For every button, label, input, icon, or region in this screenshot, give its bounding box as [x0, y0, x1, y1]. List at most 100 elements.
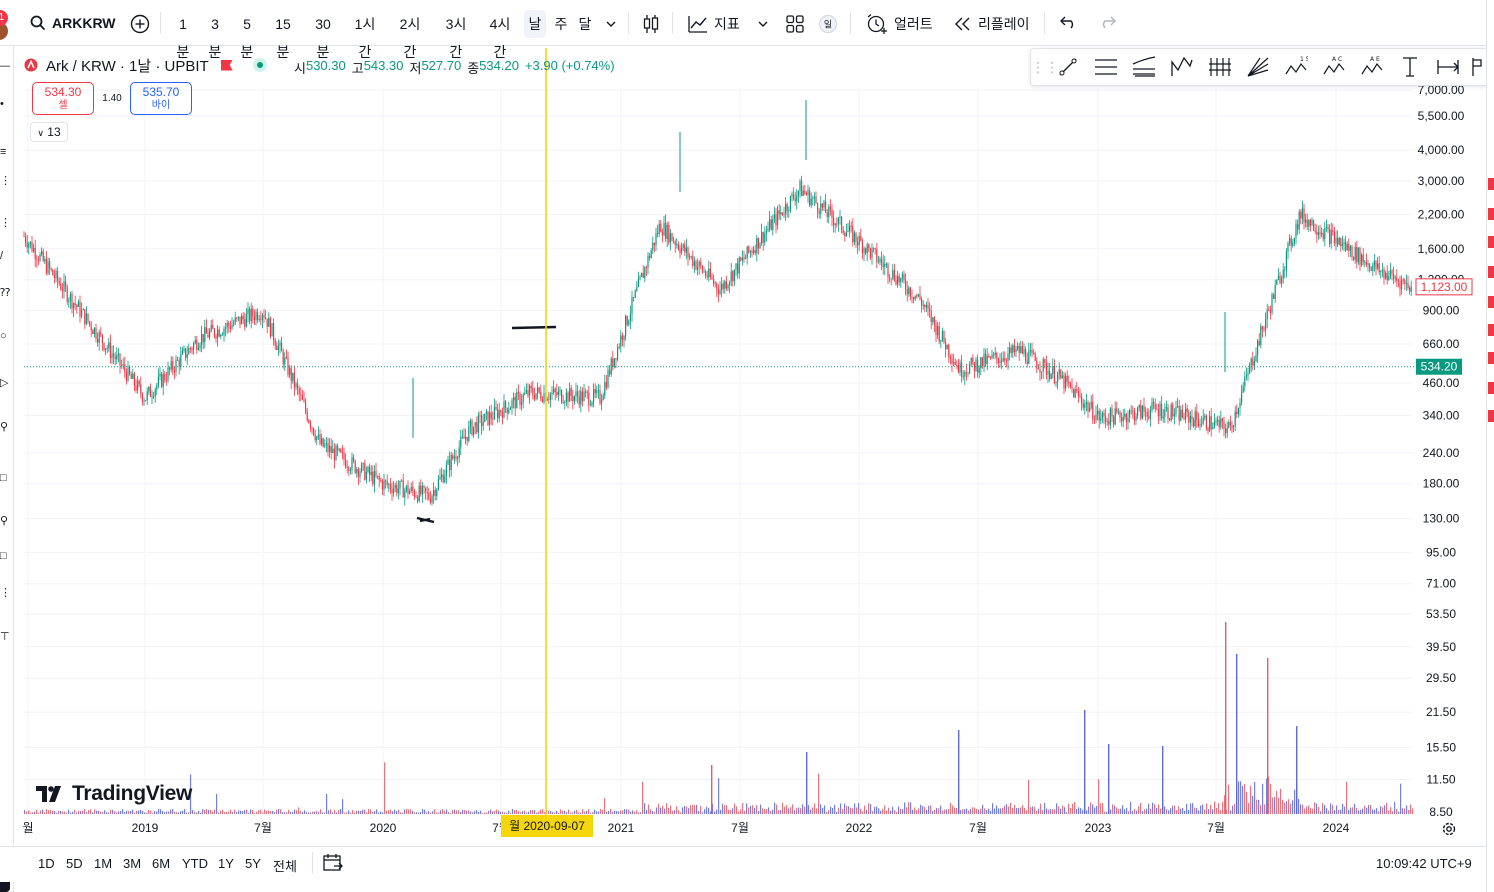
- indicators-button[interactable]: 지표: [684, 10, 744, 38]
- more-tools[interactable]: [1467, 51, 1487, 83]
- interval-8[interactable]: 4시간: [489, 16, 511, 60]
- calendar-button[interactable]: 일: [814, 10, 840, 38]
- interval-10[interactable]: 주: [554, 16, 568, 32]
- symbol-legend[interactable]: Ark / KRW · 1날 · UPBIT: [24, 54, 267, 76]
- symbol-search[interactable]: ARKKRW: [30, 10, 116, 36]
- candle-body: [1324, 228, 1326, 240]
- magnet-tool-icon[interactable]: □: [0, 472, 7, 484]
- drag-handle-icon[interactable]: ⋮⋮: [1031, 58, 1059, 75]
- lock-tool-icon[interactable]: ⚲: [0, 515, 9, 526]
- brush-tool-icon[interactable]: /: [0, 250, 4, 262]
- volume-bar: [210, 809, 212, 814]
- fib-fan-tool[interactable]: [1239, 51, 1277, 83]
- volume-bar: [324, 812, 326, 814]
- volume-bar: [686, 806, 688, 814]
- interval-9[interactable]: 날: [524, 10, 546, 38]
- interval-5[interactable]: 1시간: [354, 16, 376, 60]
- interval-11[interactable]: 달: [578, 16, 592, 32]
- interval-0[interactable]: 1분: [176, 16, 190, 60]
- flag-icon[interactable]: [220, 59, 233, 71]
- fib-channel-tool[interactable]: [1125, 51, 1163, 83]
- clock-timezone[interactable]: 10:09:42 UTC+9: [1376, 856, 1472, 871]
- volume-bar: [34, 811, 36, 814]
- candle-body: [711, 277, 713, 279]
- volume-bar: [46, 809, 48, 814]
- volume-bar: [426, 812, 428, 814]
- measure-tool-icon[interactable]: ▷: [0, 377, 9, 388]
- interval-4[interactable]: 30분: [315, 16, 331, 60]
- user-menu[interactable]: 11: [0, 10, 12, 40]
- interval-7[interactable]: 3시간: [445, 16, 467, 60]
- buy-button[interactable]: 535.70 바이: [130, 82, 192, 115]
- chart-settings-button[interactable]: [1441, 821, 1457, 837]
- candle-body: [185, 348, 187, 358]
- candle-body: [1271, 294, 1273, 313]
- visibility-tool-icon[interactable]: □: [0, 550, 7, 562]
- object-tree-button[interactable]: [0, 872, 10, 892]
- elliott-wave-tool[interactable]: A E: [1353, 51, 1391, 83]
- range-6m[interactable]: 6M: [152, 856, 171, 871]
- range-5y[interactable]: 5Y: [245, 856, 261, 871]
- layouts-button[interactable]: [782, 10, 808, 38]
- candle-body: [111, 353, 113, 358]
- redo-button[interactable]: [1094, 10, 1120, 38]
- goto-date-button[interactable]: [322, 852, 344, 874]
- indicators-dropdown[interactable]: [754, 10, 772, 38]
- candle-body: [986, 355, 988, 365]
- candle-body: [946, 344, 948, 350]
- interval-6[interactable]: 2시간: [399, 16, 421, 60]
- volume-bar: [82, 810, 84, 814]
- candle-body: [405, 485, 407, 491]
- abcd-pattern-tool[interactable]: A C: [1315, 51, 1353, 83]
- avatar[interactable]: [0, 22, 8, 40]
- fib-tool-icon[interactable]: ⋮: [0, 175, 10, 186]
- candle-body: [604, 382, 606, 396]
- range-1m[interactable]: 1M: [94, 856, 113, 871]
- compare-symbol-button[interactable]: [126, 10, 152, 38]
- candle-body: [1085, 402, 1087, 405]
- undo-button[interactable]: [1056, 10, 1082, 38]
- volume-bar: [234, 809, 236, 814]
- volume-bar: [874, 807, 876, 814]
- range-1d[interactable]: 1D: [38, 856, 55, 871]
- chart-type-button[interactable]: [638, 10, 664, 38]
- replay-button[interactable]: 리플레이: [950, 10, 1034, 38]
- emoji-tool-icon[interactable]: ○: [0, 330, 7, 342]
- indicators-collapse-button[interactable]: ∨ 13: [30, 122, 68, 142]
- range-5d[interactable]: 5D: [66, 856, 83, 871]
- pitchfork-tool[interactable]: [1163, 51, 1201, 83]
- xabcd-pattern-tool[interactable]: 1 5: [1277, 51, 1315, 83]
- parallel-channel-tool[interactable]: [1087, 51, 1125, 83]
- volume-bar: [770, 810, 772, 814]
- interval-3[interactable]: 15분: [275, 16, 291, 60]
- trash-tool-icon[interactable]: ⊤: [0, 631, 10, 642]
- range-전체[interactable]: 전체: [273, 859, 297, 874]
- pattern-tool-icon[interactable]: ⋮: [0, 217, 10, 228]
- zoom-tool-icon[interactable]: ⚲: [0, 421, 9, 432]
- range-1y[interactable]: 1Y: [218, 856, 234, 871]
- range-ytd[interactable]: YTD: [182, 856, 208, 871]
- volume-bar: [336, 812, 338, 814]
- interval-2[interactable]: 5분: [240, 16, 254, 60]
- sell-button[interactable]: 534.30 셀: [32, 82, 94, 115]
- crosshair-tool-icon[interactable]: —: [0, 60, 10, 72]
- lines-tool-icon[interactable]: ≡: [0, 146, 7, 158]
- interval-1[interactable]: 3분: [208, 16, 222, 60]
- volume-bar: [1286, 801, 1288, 814]
- volume-spike: [1162, 746, 1164, 814]
- trend-line-tool[interactable]: [1049, 51, 1087, 83]
- cursor-tool-icon[interactable]: •: [0, 98, 4, 110]
- text-tool-icon[interactable]: ⁇: [0, 287, 10, 298]
- volume-bar: [734, 803, 736, 814]
- gann-box-tool[interactable]: [1201, 51, 1239, 83]
- volume-bar: [1180, 808, 1182, 814]
- alert-button[interactable]: 얼러트: [862, 10, 937, 38]
- range-3m[interactable]: 3M: [123, 856, 142, 871]
- hide-tool-icon[interactable]: ⋮: [0, 587, 10, 598]
- price-tick-label: 15.50: [1426, 740, 1456, 754]
- measure-tool[interactable]: [1429, 51, 1467, 83]
- interval-dropdown[interactable]: [600, 10, 622, 38]
- volume-bar: [334, 810, 336, 814]
- text-tool[interactable]: [1391, 51, 1429, 83]
